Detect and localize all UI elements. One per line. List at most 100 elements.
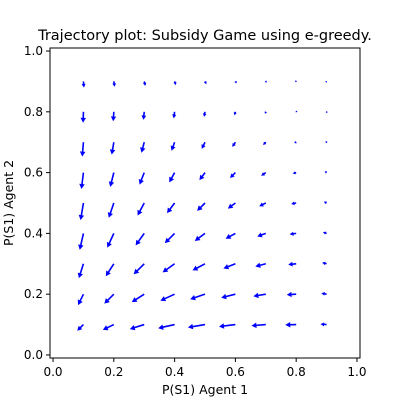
quiver-arrow: [325, 110, 328, 114]
quiver-arrow: [221, 293, 236, 300]
chart-title: Trajectory plot: Subsidy Game using e-gr…: [37, 28, 372, 44]
quiver-arrow: [167, 202, 176, 214]
quiver-arrow: [173, 81, 177, 86]
quiver-arrow: [80, 111, 86, 123]
quiver-arrow: [263, 141, 267, 145]
quiver-arrow: [104, 293, 115, 304]
quiver-arrow: [325, 141, 328, 144]
quiver-arrow: [288, 261, 297, 267]
y-axis-label: P(S1) Agent 2: [1, 160, 16, 246]
quiver-arrow: [285, 322, 297, 328]
quiver-arrow: [202, 111, 207, 117]
quiver-arrow: [251, 322, 266, 329]
quiver-arrow: [322, 231, 327, 235]
quiver-arrow: [197, 202, 206, 211]
quiver-arrow: [190, 293, 206, 301]
quiver-arrow: [77, 324, 84, 331]
quiver-arrow: [133, 263, 145, 275]
x-tick-label: 0.8: [287, 365, 306, 379]
quiver-arrow: [264, 111, 267, 114]
quiver-arrow: [142, 81, 147, 86]
quiver-arrow: [294, 80, 298, 83]
quiver-arrow: [325, 80, 328, 83]
quiver-arrow: [79, 142, 86, 157]
y-tick-label: 0.2: [24, 287, 43, 301]
quiver-arrow: [112, 81, 116, 87]
quiver-arrow: [201, 141, 206, 149]
quiver-arrow: [129, 323, 145, 331]
quiver-arrow: [322, 261, 327, 266]
quiver-arrow: [289, 231, 297, 236]
quiver-arrow: [223, 263, 236, 270]
y-axis-ticks: 0.0 0.2 0.4 0.6 0.8 1.0: [24, 44, 50, 362]
quiver-arrow: [234, 80, 237, 84]
quiver-arrow: [109, 142, 116, 155]
quiver-arrow: [320, 322, 327, 327]
quiver-arrow: [194, 232, 206, 241]
quiver-arrow: [218, 323, 236, 329]
quiver-arrow: [187, 323, 206, 330]
quiver-arrow: [255, 262, 266, 268]
quiver-arrow: [140, 142, 146, 153]
x-tick-label: 0.0: [43, 365, 62, 379]
quiver-arrow: [227, 202, 236, 209]
quiver-arrow: [131, 293, 145, 303]
quiver-arrow: [292, 171, 297, 175]
quiver-arrow: [108, 172, 115, 187]
quiver-arrow: [259, 202, 267, 207]
quiver-arrow: [323, 201, 327, 205]
quiver-arrow: [81, 81, 86, 88]
quiver-arrow: [105, 263, 115, 277]
quiver-arrow: [77, 293, 85, 306]
quiver-arrow: [138, 172, 145, 185]
quiver-arrow: [199, 172, 206, 181]
y-tick-label: 1.0: [24, 44, 43, 58]
quiver-arrow: [164, 232, 176, 244]
quiver-arrow: [230, 172, 236, 178]
quiver-arrow: [107, 202, 115, 218]
quiver-arrow: [135, 232, 145, 246]
quiver-arrow: [286, 291, 297, 298]
quiver-arrow: [106, 233, 115, 248]
quiver-arrow: [162, 263, 176, 273]
quiver-arrow: [141, 111, 147, 120]
x-axis-ticks: 0.0 0.2 0.4 0.6 0.8 1.0: [43, 358, 367, 379]
quiver-arrow: [324, 171, 328, 174]
quiver-arrow: [160, 293, 175, 302]
y-tick-label: 0.6: [24, 166, 43, 180]
y-tick-label: 0.4: [24, 226, 43, 240]
quiver-arrow: [137, 202, 145, 216]
quiver-arrow: [291, 201, 297, 206]
y-tick-label: 0.0: [24, 348, 43, 362]
x-tick-label: 1.0: [347, 365, 366, 379]
quiver-arrow: [110, 111, 117, 122]
quiver-arrow: [264, 80, 267, 83]
quiver-arrow: [294, 141, 297, 144]
x-tick-label: 0.6: [226, 365, 245, 379]
arrow-field: [77, 80, 328, 331]
quiver-arrow: [78, 202, 85, 221]
quiver-arrow: [169, 172, 176, 183]
quiver-arrow: [225, 232, 236, 239]
plot-frame: [49, 47, 361, 359]
quiver-arrow: [77, 263, 85, 279]
quiver-arrow: [295, 110, 298, 113]
quiver-arrow: [172, 111, 177, 119]
x-tick-label: 0.4: [165, 365, 184, 379]
quiver-arrow: [78, 233, 85, 250]
quiver-arrow: [253, 292, 266, 299]
quiver-arrow: [203, 81, 207, 85]
quiver-arrow: [158, 323, 175, 330]
quiver-arrow: [192, 263, 206, 271]
x-axis-label: P(S1) Agent 1: [162, 382, 248, 397]
quiver-arrow: [102, 323, 115, 331]
quiver-arrow: [321, 292, 327, 296]
quiver-arrow: [170, 141, 176, 151]
quiver-arrow: [261, 171, 267, 176]
quiver-arrow: [79, 172, 85, 190]
x-tick-label: 0.2: [104, 365, 123, 379]
quiver-arrow: [233, 111, 237, 116]
quiver-arrow: [257, 232, 267, 238]
quiver-arrow: [232, 141, 237, 147]
